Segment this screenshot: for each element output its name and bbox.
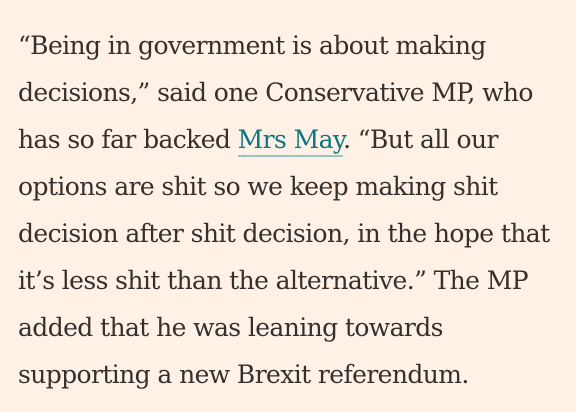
article-paragraph: “Being in government is about making dec…	[18, 22, 558, 398]
paragraph-line-4: options are shit so we keep making shit	[18, 172, 498, 201]
paragraph-line-1: “Being in government is about making	[18, 31, 486, 60]
paragraph-line-2: decisions,” said one Conservative MP, wh…	[18, 78, 533, 107]
mrs-may-link[interactable]: Mrs May	[237, 125, 344, 157]
paragraph-line-8: supporting a new Brexit referendum.	[18, 360, 469, 389]
line-3-text-after-link: . “But all our	[343, 125, 498, 154]
paragraph-line-3: has so far backed Mrs May. “But all our	[18, 116, 558, 163]
paragraph-line-6: it’s less shit than the alternative.” Th…	[18, 266, 529, 295]
line-3-text-before-link: has so far backed	[18, 125, 238, 154]
paragraph-line-7: added that he was leaning towards	[18, 313, 443, 342]
paragraph-line-5: decision after shit decision, in the hop…	[18, 219, 550, 248]
